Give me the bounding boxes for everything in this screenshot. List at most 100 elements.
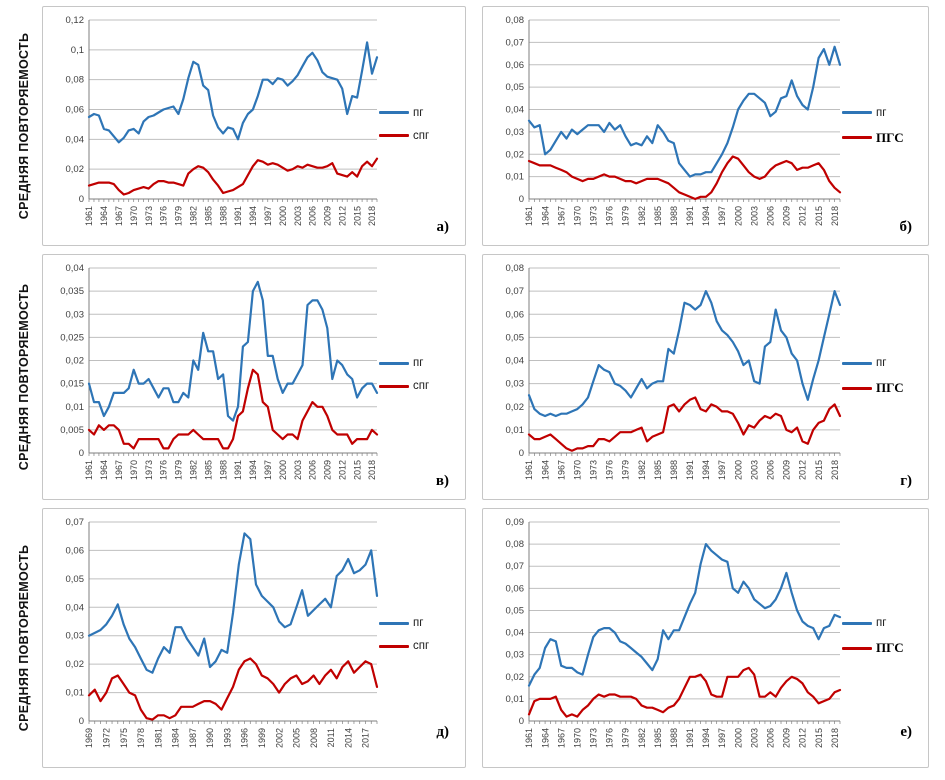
legend-label: пг bbox=[413, 106, 424, 119]
svg-text:1970: 1970 bbox=[572, 460, 582, 480]
svg-text:2015: 2015 bbox=[814, 206, 824, 226]
svg-text:0,01: 0,01 bbox=[66, 688, 85, 699]
svg-text:2003: 2003 bbox=[749, 206, 759, 226]
svg-text:0,005: 0,005 bbox=[60, 425, 84, 436]
legend-label: ПГС bbox=[876, 640, 904, 656]
svg-text:0,05: 0,05 bbox=[506, 605, 525, 616]
svg-text:2015: 2015 bbox=[352, 206, 362, 226]
svg-text:1993: 1993 bbox=[222, 728, 232, 748]
legend-item: ПГС bbox=[842, 380, 926, 396]
svg-text:1978: 1978 bbox=[136, 728, 146, 748]
svg-text:0: 0 bbox=[519, 448, 524, 459]
svg-text:0,025: 0,025 bbox=[60, 332, 84, 343]
svg-text:0,02: 0,02 bbox=[506, 402, 525, 413]
svg-text:0,04: 0,04 bbox=[506, 356, 525, 367]
legend-item: пг bbox=[842, 617, 926, 629]
svg-text:1994: 1994 bbox=[248, 460, 258, 480]
legend-item: ПГС bbox=[842, 130, 926, 146]
series-line-пг bbox=[87, 41, 379, 144]
svg-text:1979: 1979 bbox=[174, 206, 184, 226]
series-line-спг bbox=[87, 657, 379, 721]
svg-text:1985: 1985 bbox=[653, 206, 663, 226]
svg-text:0,05: 0,05 bbox=[506, 82, 525, 93]
svg-text:2015: 2015 bbox=[814, 460, 824, 480]
svg-text:2009: 2009 bbox=[782, 460, 792, 480]
series-line-пг bbox=[87, 532, 379, 674]
svg-text:1967: 1967 bbox=[556, 206, 566, 226]
svg-text:2006: 2006 bbox=[308, 460, 318, 480]
svg-text:2006: 2006 bbox=[765, 460, 775, 480]
svg-text:2018: 2018 bbox=[367, 460, 377, 480]
svg-text:2011: 2011 bbox=[326, 728, 336, 747]
legend-item: пг bbox=[379, 617, 463, 629]
series-line-ПГС bbox=[527, 396, 842, 452]
svg-text:0: 0 bbox=[519, 716, 524, 727]
svg-text:0: 0 bbox=[79, 716, 84, 727]
chart-panel-b: 0 0,01 0,02 0,03 0,04 0,05 0,06 0,07 0,08 1961 196… bbox=[482, 6, 929, 246]
svg-text:2009: 2009 bbox=[323, 460, 333, 480]
panel-label: г) bbox=[900, 473, 912, 489]
svg-text:1988: 1988 bbox=[218, 206, 228, 226]
svg-text:2015: 2015 bbox=[814, 728, 824, 748]
svg-text:1975: 1975 bbox=[119, 728, 129, 748]
chart-row-1: СРЕДНЯЯ ПОВТОРЯЕМОСТЬ 0 0,02 0,04 0,06 0,08 0… bbox=[6, 6, 945, 246]
svg-text:1997: 1997 bbox=[717, 206, 727, 226]
svg-text:2000: 2000 bbox=[278, 460, 288, 480]
svg-text:1961: 1961 bbox=[84, 460, 94, 480]
svg-text:1964: 1964 bbox=[540, 460, 550, 480]
svg-text:0,08: 0,08 bbox=[66, 75, 85, 86]
svg-text:1969: 1969 bbox=[84, 728, 94, 748]
svg-text:2018: 2018 bbox=[830, 728, 840, 748]
svg-text:0,02: 0,02 bbox=[506, 672, 525, 683]
svg-text:2008: 2008 bbox=[309, 728, 319, 748]
svg-text:1964: 1964 bbox=[99, 460, 109, 480]
svg-text:1964: 1964 bbox=[540, 206, 550, 226]
legend-item: пг bbox=[842, 357, 926, 369]
svg-text:1964: 1964 bbox=[99, 206, 109, 226]
svg-text:1985: 1985 bbox=[203, 460, 213, 480]
svg-text:2003: 2003 bbox=[749, 460, 759, 480]
series-line-спг bbox=[87, 368, 379, 450]
svg-text:1972: 1972 bbox=[101, 728, 111, 748]
svg-text:1990: 1990 bbox=[205, 728, 215, 748]
svg-text:1973: 1973 bbox=[144, 206, 154, 226]
svg-text:2018: 2018 bbox=[367, 206, 377, 226]
svg-text:1973: 1973 bbox=[589, 460, 599, 480]
svg-text:1999: 1999 bbox=[257, 728, 267, 748]
svg-text:2012: 2012 bbox=[798, 728, 808, 748]
svg-text:1976: 1976 bbox=[159, 206, 169, 226]
svg-text:0,03: 0,03 bbox=[506, 379, 525, 390]
svg-text:2000: 2000 bbox=[733, 728, 743, 748]
legend-label: пг bbox=[876, 357, 887, 370]
chart-canvas: 0 0,005 0,01 0,015 0,02 0,025 0,03 0,035 0,04 196… bbox=[60, 263, 379, 480]
svg-text:2012: 2012 bbox=[798, 460, 808, 480]
svg-text:0,07: 0,07 bbox=[506, 561, 525, 572]
svg-text:0,02: 0,02 bbox=[506, 149, 525, 160]
svg-text:1970: 1970 bbox=[129, 206, 139, 226]
svg-text:1988: 1988 bbox=[669, 206, 679, 226]
legend: пг спг bbox=[379, 107, 463, 142]
legend-label: пг bbox=[413, 357, 424, 370]
chart-row-3: СРЕДНЯЯ ПОВТОРЯЕМОСТЬ 0 0,01 0,02 0,03 0,04 0… bbox=[6, 508, 945, 768]
series-line-пг bbox=[87, 280, 379, 422]
legend-label: пг bbox=[876, 106, 887, 119]
svg-text:1976: 1976 bbox=[159, 460, 169, 480]
svg-text:1985: 1985 bbox=[203, 206, 213, 226]
svg-text:1982: 1982 bbox=[637, 460, 647, 480]
chart-panel-e: 0 0,01 0,02 0,03 0,04 0,05 0,06 0,07 0,08 0,09 196… bbox=[482, 508, 929, 768]
legend: пг ПГС bbox=[842, 357, 926, 396]
legend: пг спг bbox=[379, 617, 463, 652]
svg-text:1994: 1994 bbox=[701, 460, 711, 480]
svg-text:1988: 1988 bbox=[669, 460, 679, 480]
svg-text:0,03: 0,03 bbox=[66, 309, 85, 320]
svg-text:1994: 1994 bbox=[701, 206, 711, 226]
legend-swatch bbox=[379, 621, 409, 625]
svg-text:1988: 1988 bbox=[669, 728, 679, 748]
svg-text:0,04: 0,04 bbox=[66, 602, 85, 613]
svg-text:1997: 1997 bbox=[717, 728, 727, 748]
svg-text:0,04: 0,04 bbox=[66, 263, 85, 274]
panel-label: е) bbox=[900, 724, 912, 740]
svg-text:1964: 1964 bbox=[540, 728, 550, 748]
legend-item: ПГС bbox=[842, 640, 926, 656]
